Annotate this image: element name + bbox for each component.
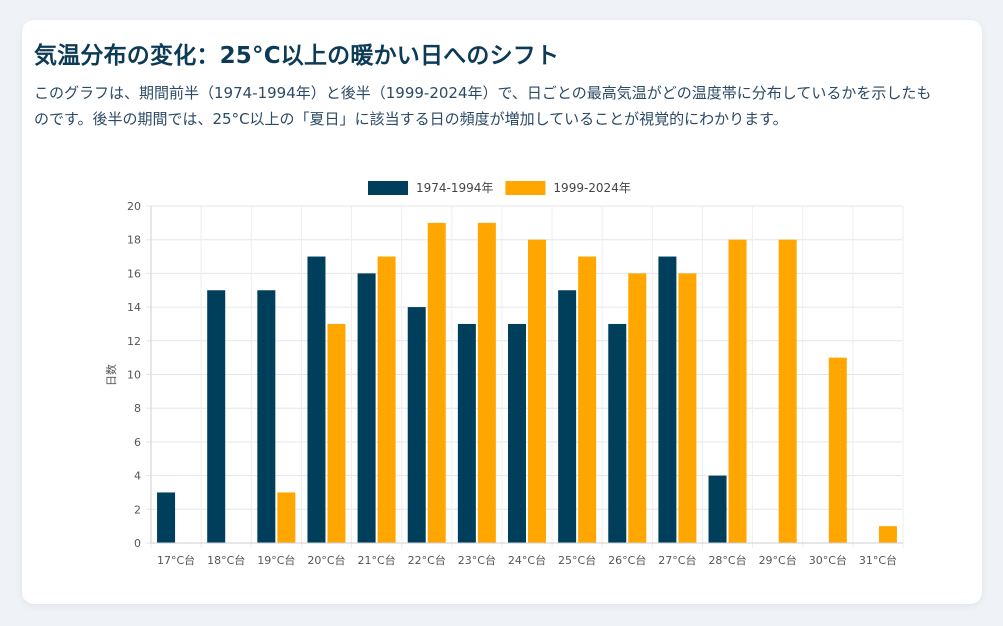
x-tick-label: 20°C台 [307,553,345,567]
x-tick-label: 24°C台 [508,553,546,567]
x-tick-label: 30°C台 [809,553,847,567]
bar-early-period [558,290,577,543]
bar-late-period [427,222,446,543]
x-tick-label: 27°C台 [658,553,696,567]
y-tick-label: 16 [127,267,141,280]
bar-early-period [658,256,677,543]
x-tick-label: 25°C台 [558,553,596,567]
bar-late-period [377,256,396,543]
legend-label: 1974-1994年 [416,181,493,195]
bar-early-period [207,290,226,543]
bar-late-period [528,239,546,543]
bar-late-period [778,239,797,543]
bar-late-period [277,492,296,543]
page-description: このグラフは、期間前半（1974-1994年）と後半（1999-2024年）で、… [34,84,932,128]
x-tick-label: 22°C台 [408,553,446,567]
bar-late-period [578,256,597,543]
y-axis-label: 日数 [105,364,118,386]
y-tick-label: 20 [127,200,141,213]
x-tick-label: 18°C台 [207,553,245,567]
bar-late-period [878,526,897,543]
x-tick-label: 23°C台 [458,553,496,567]
x-tick-label: 26°C台 [608,553,646,567]
y-tick-label: 14 [127,301,141,314]
x-tick-label: 31°C台 [859,553,897,567]
x-tick-label: 28°C台 [708,553,746,567]
y-tick-label: 18 [127,234,141,247]
bar-early-period [257,290,276,543]
y-tick-label: 2 [134,503,141,516]
bar-late-period [477,222,496,543]
y-tick-label: 10 [127,369,141,382]
y-tick-label: 4 [134,470,141,483]
y-tick-label: 0 [134,537,141,550]
legend-swatch [505,181,546,195]
legend-swatch [368,181,408,195]
bar-early-period [407,307,426,543]
bar-early-period [457,323,476,543]
bar-early-period [357,273,376,543]
bar-late-period [678,273,697,543]
y-tick-label: 8 [134,402,141,415]
bar-early-period [157,492,176,543]
y-tick-label: 12 [127,335,141,348]
x-tick-label: 19°C台 [257,553,295,567]
bar-early-period [708,475,727,543]
y-tick-label: 6 [134,436,141,449]
bar-early-period [508,323,526,543]
x-tick-label: 21°C台 [358,553,396,567]
bar-late-period [828,357,847,543]
bar-late-period [628,273,647,543]
bar-late-period [327,323,346,543]
legend-label: 1999-2024年 [553,181,630,195]
bar-early-period [608,323,627,543]
x-tick-label: 29°C台 [759,553,797,567]
bar-early-period [307,256,326,543]
page-title: 気温分布の変化：25°C以上の暖かい日へのシフト [34,43,560,69]
bar-late-period [728,239,747,543]
x-tick-label: 17°C台 [157,553,195,567]
